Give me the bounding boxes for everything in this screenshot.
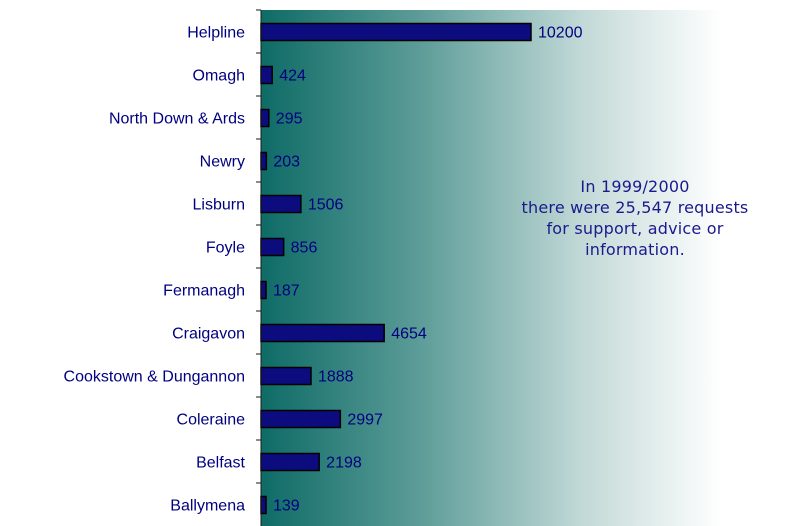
annotation-line-1: In 1999/2000 bbox=[580, 177, 690, 196]
category-label: Fermanagh bbox=[163, 283, 245, 300]
annotation-text: In 1999/2000 there were 25,547 requests … bbox=[470, 176, 800, 260]
bar bbox=[260, 280, 267, 300]
bar bbox=[260, 22, 532, 42]
value-label: 295 bbox=[276, 111, 303, 128]
plot-background bbox=[261, 10, 721, 526]
value-label: 856 bbox=[291, 240, 318, 257]
bar bbox=[260, 366, 312, 386]
category-label: Craigavon bbox=[172, 326, 245, 343]
category-label: Ballymena bbox=[170, 498, 245, 515]
value-label: 10200 bbox=[538, 25, 583, 42]
bar bbox=[260, 194, 302, 214]
category-label: North Down & Ards bbox=[109, 111, 245, 128]
value-label: 187 bbox=[273, 283, 300, 300]
category-label: Foyle bbox=[206, 240, 245, 257]
bar bbox=[260, 409, 342, 429]
bar bbox=[260, 323, 385, 343]
category-labels: Helpline Omagh North Down & Ards Newry Lisbu… bbox=[64, 25, 246, 515]
value-label: 139 bbox=[273, 498, 300, 515]
value-label: 203 bbox=[273, 154, 300, 171]
category-label: Belfast bbox=[196, 455, 245, 472]
annotation-line-3: for support, advice or bbox=[546, 219, 724, 238]
category-label: Cookstown & Dungannon bbox=[64, 369, 245, 386]
category-label: Newry bbox=[200, 154, 245, 171]
category-label: Lisburn bbox=[193, 197, 245, 214]
value-labels: 10200 424 295 203 1506 856 187 4654 1888 2997 2198… bbox=[273, 25, 583, 515]
value-label: 2198 bbox=[326, 455, 362, 472]
y-axis-ticks bbox=[256, 9, 261, 484]
value-label: 1888 bbox=[318, 369, 354, 386]
annotation-line-4: information. bbox=[585, 240, 685, 259]
bar bbox=[260, 108, 270, 128]
bar bbox=[260, 65, 273, 85]
annotation-line-2: there were 25,547 requests bbox=[521, 198, 749, 217]
value-label: 424 bbox=[279, 68, 306, 85]
bar bbox=[260, 452, 320, 472]
value-label: 1506 bbox=[308, 197, 344, 214]
category-label: Omagh bbox=[193, 68, 245, 85]
bar bbox=[260, 495, 267, 515]
value-label: 2997 bbox=[347, 412, 383, 429]
bar bbox=[260, 151, 268, 171]
value-label: 4654 bbox=[391, 326, 427, 343]
category-label: Helpline bbox=[187, 25, 245, 42]
category-label: Coleraine bbox=[177, 412, 246, 429]
bars-layer bbox=[260, 22, 532, 515]
bar bbox=[260, 237, 285, 257]
